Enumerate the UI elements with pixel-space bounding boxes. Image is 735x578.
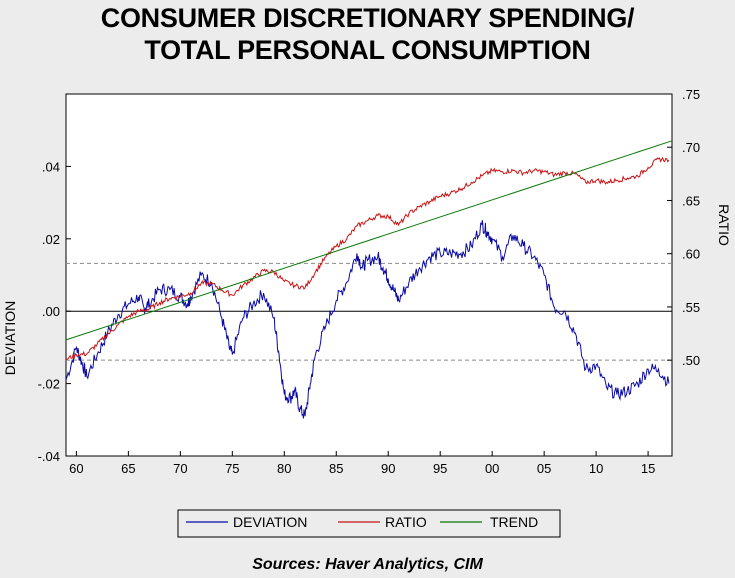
left-tick-label: .02 xyxy=(42,232,60,247)
left-tick-label: -.02 xyxy=(38,377,60,392)
right-axis-title: RATIO xyxy=(716,204,732,246)
x-tick-label: 95 xyxy=(433,461,447,476)
right-tick-label: .65 xyxy=(682,193,700,208)
x-tick-label: 85 xyxy=(329,461,343,476)
x-tick-label: 90 xyxy=(381,461,395,476)
reference-lines xyxy=(66,262,672,361)
x-axis: 60 65 70 75 80 85 90 95 00 05 10 15 xyxy=(69,451,655,476)
left-axis: .04 .02 .00 -.02 -.04 xyxy=(38,159,71,464)
right-tick-label: .75 xyxy=(682,87,700,102)
chart-title-line-1: CONSUMER DISCRETIONARY SPENDING/ xyxy=(100,3,635,33)
series-line-trend xyxy=(65,140,673,341)
x-tick-label: 75 xyxy=(225,461,239,476)
right-tick-label: .50 xyxy=(682,353,700,368)
plot-frame xyxy=(65,93,673,457)
right-tick-label: .55 xyxy=(682,300,700,315)
legend-label-deviation: DEVIATION xyxy=(233,514,307,530)
source-note: Sources: Haver Analytics, CIM xyxy=(252,556,483,573)
right-axis: .75 .70 .65 .60 .55 .50 xyxy=(667,87,700,368)
x-tick-label: 65 xyxy=(121,461,135,476)
right-tick-label: .70 xyxy=(682,140,700,155)
x-tick-label: 70 xyxy=(173,461,187,476)
series-layer xyxy=(65,140,673,419)
x-tick-label: 10 xyxy=(589,461,603,476)
x-tick-label: 80 xyxy=(277,461,291,476)
x-tick-label: 05 xyxy=(537,461,551,476)
left-axis-title: DEVIATION xyxy=(2,301,18,375)
legend-box xyxy=(177,509,561,538)
legend-label-trend: TREND xyxy=(490,514,538,530)
legend: DEVIATION RATIO TREND xyxy=(177,509,561,538)
x-tick-label: 00 xyxy=(485,461,499,476)
left-tick-label: -.04 xyxy=(38,449,60,464)
x-tick-label: 15 xyxy=(641,461,655,476)
series-line-deviation xyxy=(65,220,670,419)
left-tick-label: .00 xyxy=(42,304,60,319)
legend-label-ratio: RATIO xyxy=(385,514,427,530)
x-tick-label: 60 xyxy=(69,461,83,476)
right-tick-label: .60 xyxy=(682,247,700,262)
chart-title-line-2: TOTAL PERSONAL CONSUMPTION xyxy=(144,35,591,65)
left-tick-label: .04 xyxy=(42,159,60,174)
